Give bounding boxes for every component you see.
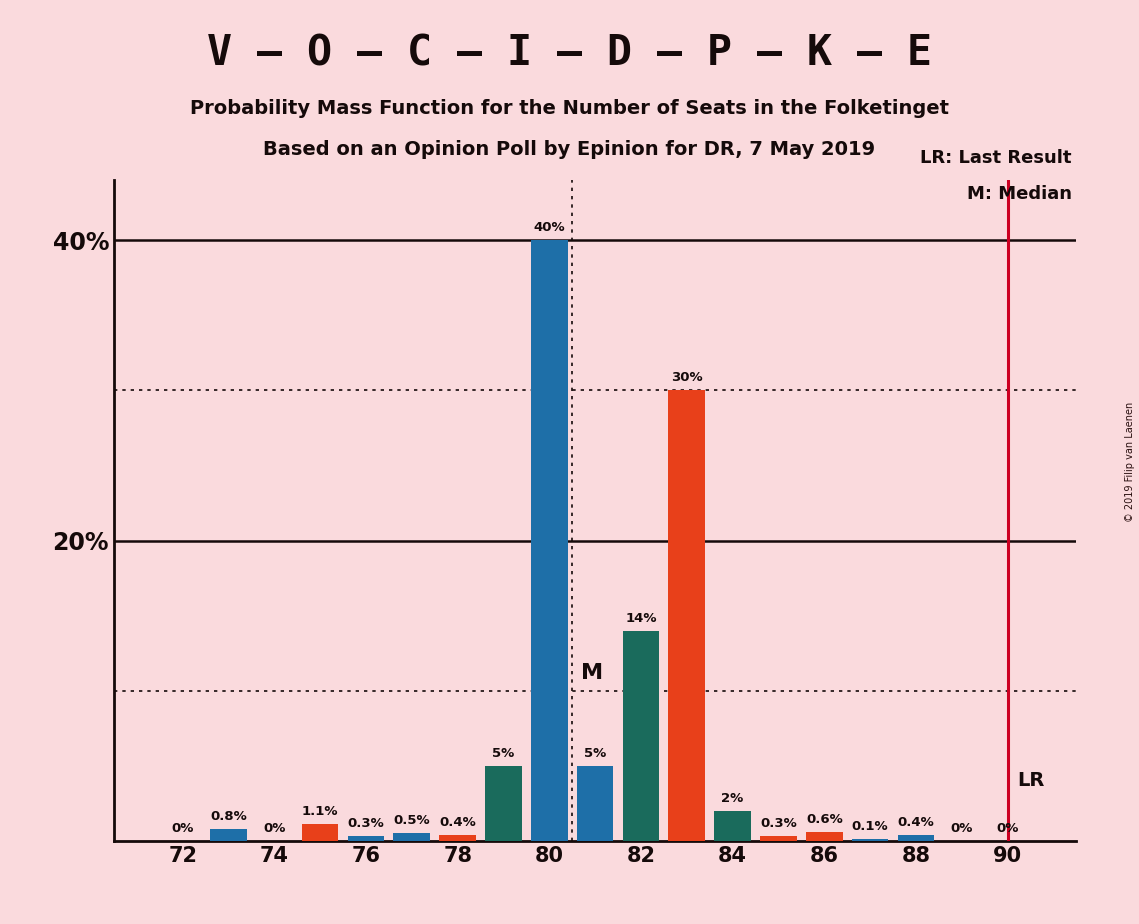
- Text: 0%: 0%: [263, 821, 286, 835]
- Text: 0%: 0%: [172, 821, 194, 835]
- Text: 0%: 0%: [997, 821, 1018, 835]
- Bar: [806, 832, 843, 841]
- Text: © 2019 Filip van Laenen: © 2019 Filip van Laenen: [1125, 402, 1134, 522]
- Bar: [302, 824, 338, 841]
- Text: Based on an Opinion Poll by Epinion for DR, 7 May 2019: Based on an Opinion Poll by Epinion for …: [263, 140, 876, 160]
- Bar: [393, 833, 431, 841]
- Text: 0.3%: 0.3%: [760, 818, 797, 831]
- Bar: [576, 766, 614, 841]
- Bar: [623, 630, 659, 841]
- Text: 0.3%: 0.3%: [347, 818, 384, 831]
- Text: 0.1%: 0.1%: [852, 821, 888, 833]
- Text: M: Median: M: Median: [967, 186, 1072, 203]
- Text: 2%: 2%: [721, 792, 744, 805]
- Text: 1.1%: 1.1%: [302, 806, 338, 819]
- Text: 0.4%: 0.4%: [898, 816, 934, 829]
- Bar: [347, 836, 384, 841]
- Text: 0%: 0%: [951, 821, 973, 835]
- Text: 14%: 14%: [625, 612, 657, 625]
- Text: LR: LR: [1017, 772, 1044, 790]
- Bar: [440, 835, 476, 841]
- Text: 5%: 5%: [584, 747, 606, 760]
- Text: LR: Last Result: LR: Last Result: [920, 149, 1072, 167]
- Text: 30%: 30%: [671, 371, 703, 384]
- Bar: [714, 811, 751, 841]
- Text: V – O – C – I – D – P – K – E: V – O – C – I – D – P – K – E: [207, 32, 932, 74]
- Bar: [669, 390, 705, 841]
- Bar: [852, 839, 888, 841]
- Bar: [898, 835, 934, 841]
- Bar: [211, 829, 247, 841]
- Text: 40%: 40%: [533, 221, 565, 235]
- Text: 0.4%: 0.4%: [440, 816, 476, 829]
- Text: 0.5%: 0.5%: [393, 814, 431, 827]
- Bar: [485, 766, 522, 841]
- Text: 0.6%: 0.6%: [806, 813, 843, 826]
- Text: 0.8%: 0.8%: [210, 809, 247, 822]
- Text: Probability Mass Function for the Number of Seats in the Folketinget: Probability Mass Function for the Number…: [190, 99, 949, 118]
- Bar: [531, 240, 567, 841]
- Bar: [760, 836, 797, 841]
- Text: M: M: [581, 663, 604, 683]
- Text: 5%: 5%: [492, 747, 515, 760]
